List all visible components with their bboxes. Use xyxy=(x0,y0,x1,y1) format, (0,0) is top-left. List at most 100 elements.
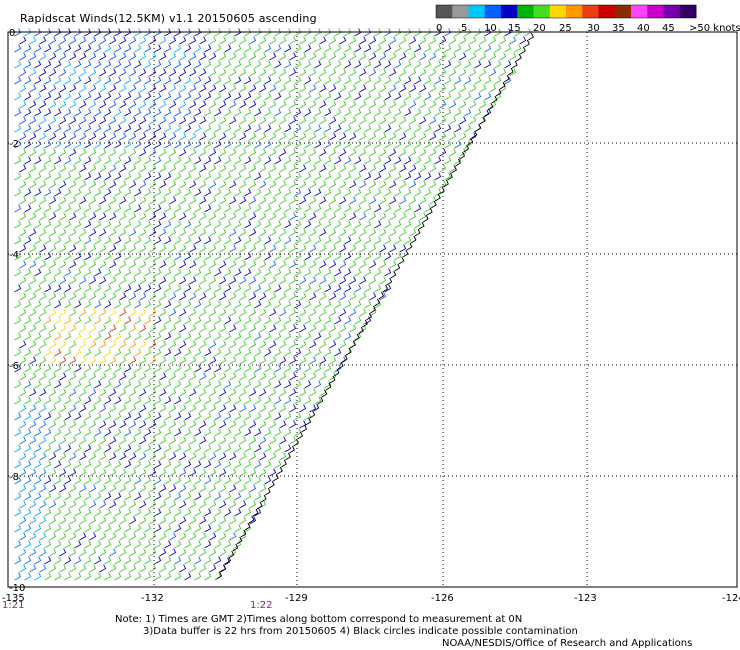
wind-barb xyxy=(94,172,102,181)
wind-barb xyxy=(344,220,352,229)
wind-barb xyxy=(214,268,222,277)
wind-barb xyxy=(209,404,217,413)
wind-barb xyxy=(174,172,182,181)
wind-barb xyxy=(359,260,367,269)
wind-barb xyxy=(144,444,152,453)
wind-barb xyxy=(269,36,277,45)
wind-barb xyxy=(264,76,272,85)
wind-barb xyxy=(274,316,282,325)
wind-barb xyxy=(149,452,157,461)
wind-barb xyxy=(374,92,382,101)
wind-barb xyxy=(59,420,67,429)
wind-barb xyxy=(134,524,142,533)
wind-barb xyxy=(354,300,362,309)
wind-barb xyxy=(54,460,62,469)
wind-barb xyxy=(14,60,22,69)
wind-barb xyxy=(49,292,57,301)
wind-barb xyxy=(274,412,282,421)
wind-barb xyxy=(104,444,112,453)
wind-barb xyxy=(229,436,237,445)
wind-barb xyxy=(219,260,227,269)
wind-barb xyxy=(194,540,202,549)
wind-barb xyxy=(239,388,247,397)
wind-barb xyxy=(69,212,77,221)
wind-barb xyxy=(439,148,447,157)
wind-barb xyxy=(59,196,67,205)
wind-barb xyxy=(309,276,317,285)
wind-barb xyxy=(139,420,147,429)
wind-barb xyxy=(94,476,102,485)
wind-barb xyxy=(224,332,232,341)
wind-barb xyxy=(304,188,312,197)
wind-barb xyxy=(444,172,452,181)
wind-barb xyxy=(169,340,177,349)
wind-barb xyxy=(24,236,32,245)
wind-barb xyxy=(44,44,52,53)
wind-barb xyxy=(279,132,287,141)
x-tick-label: -135 xyxy=(2,593,25,604)
wind-barb xyxy=(224,492,232,501)
wind-barb xyxy=(64,572,72,581)
wind-barb xyxy=(349,260,357,269)
wind-barb xyxy=(204,476,212,485)
wind-barb xyxy=(439,100,447,109)
wind-barb xyxy=(319,388,327,397)
wind-barb xyxy=(354,188,362,197)
wind-barb xyxy=(269,356,277,365)
wind-barb xyxy=(89,100,97,109)
wind-barb xyxy=(64,60,72,69)
wind-barb xyxy=(199,308,207,317)
wind-barbs xyxy=(14,28,534,581)
wind-barb xyxy=(269,100,277,109)
wind-barb xyxy=(94,92,102,101)
wind-barb xyxy=(244,492,252,501)
wind-barb xyxy=(299,292,307,301)
legend-swatch xyxy=(614,5,632,18)
wind-barb xyxy=(199,212,207,221)
wind-barb xyxy=(184,284,192,293)
wind-barb xyxy=(144,508,152,517)
wind-barb xyxy=(304,364,312,373)
wind-barb xyxy=(234,300,242,309)
wind-barb xyxy=(34,92,42,101)
wind-barb xyxy=(59,164,67,173)
wind-barb xyxy=(329,212,337,221)
wind-barb xyxy=(349,308,357,317)
wind-barb xyxy=(194,172,202,181)
wind-barb xyxy=(379,84,387,93)
wind-barb xyxy=(224,316,232,325)
wind-barb xyxy=(399,196,407,205)
wind-barb xyxy=(398,256,405,265)
wind-barb xyxy=(464,92,472,101)
wind-barb xyxy=(229,84,237,93)
wind-barb xyxy=(304,316,312,325)
wind-speed-legend: 0 5 10 15 20 25 30 35 40 45 >50 knots xyxy=(435,4,740,34)
wind-barb xyxy=(204,284,212,293)
wind-barb xyxy=(214,524,222,533)
wind-barb xyxy=(169,468,177,477)
wind-barb xyxy=(304,60,312,69)
wind-barb xyxy=(384,268,392,277)
wind-barb xyxy=(14,412,22,421)
wind-barb xyxy=(239,292,247,301)
wind-barb xyxy=(134,220,142,229)
wind-barb xyxy=(64,236,72,245)
wind-barb xyxy=(174,268,182,277)
wind-barb xyxy=(49,148,57,157)
wind-barb xyxy=(134,348,142,357)
wind-barb xyxy=(184,204,192,213)
wind-barb xyxy=(274,28,282,37)
wind-barb xyxy=(179,116,187,125)
wind-barb xyxy=(119,36,127,45)
wind-barb xyxy=(189,356,197,365)
wind-barb xyxy=(119,180,127,189)
wind-barb xyxy=(104,332,112,341)
wind-barb xyxy=(289,404,297,413)
wind-barb xyxy=(254,412,262,421)
wind-barb xyxy=(424,156,432,165)
wind-barb xyxy=(64,412,72,421)
wind-barb xyxy=(54,348,62,357)
wind-barb xyxy=(319,100,327,109)
wind-barb xyxy=(114,140,122,149)
wind-barb xyxy=(154,476,162,485)
